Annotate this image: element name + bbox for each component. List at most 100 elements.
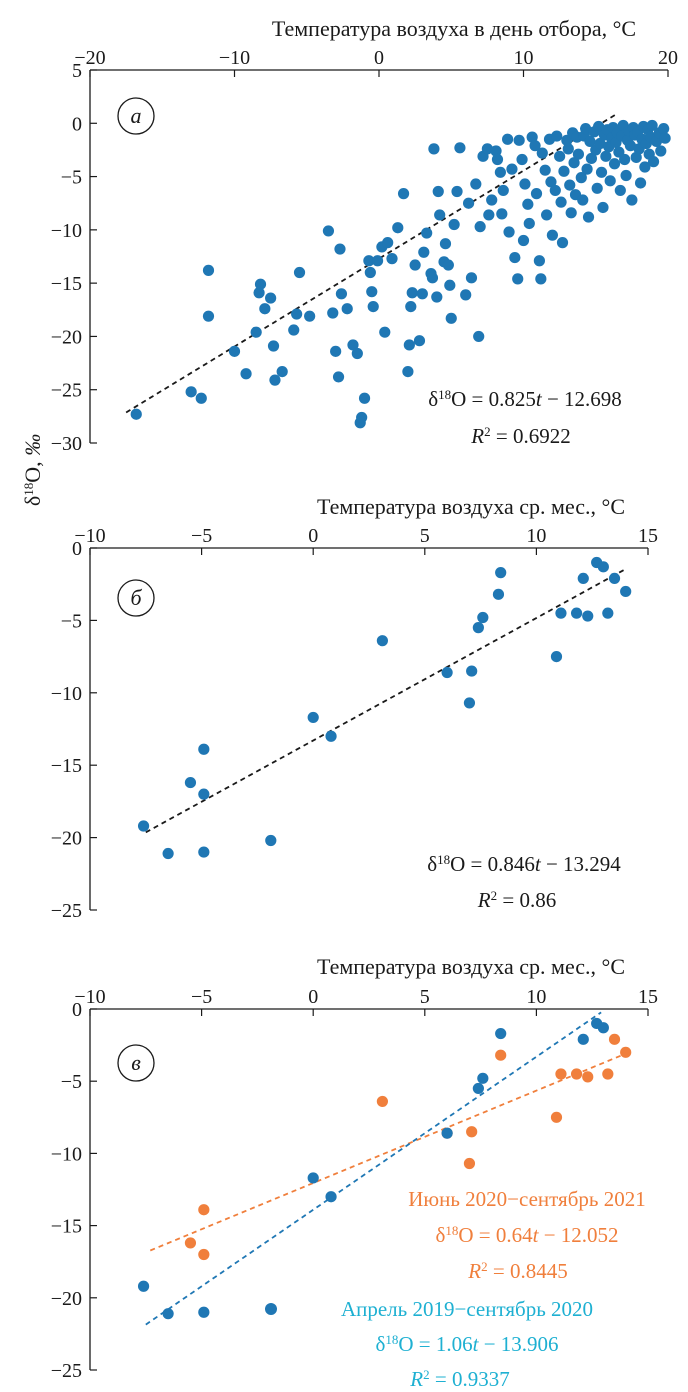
- data-point: [575, 172, 587, 184]
- data-point: [250, 326, 262, 338]
- data-point: [347, 339, 359, 351]
- data-point: [472, 622, 484, 634]
- data-point: [546, 229, 559, 241]
- data-point: [516, 153, 528, 166]
- data-point: [463, 697, 476, 709]
- data-point: [332, 371, 345, 383]
- data-point: [497, 184, 509, 197]
- data-point: [434, 209, 446, 221]
- data-point: [634, 177, 647, 189]
- panel-a-letter-badge: a: [117, 97, 155, 135]
- data-point: [585, 152, 598, 165]
- data-point: [267, 340, 280, 352]
- data-point: [570, 1068, 583, 1080]
- data-point: [492, 588, 505, 600]
- data-point: [582, 211, 595, 223]
- data-point: [269, 374, 281, 386]
- svg-text:б: б: [130, 585, 142, 610]
- x-tick-label: −10: [219, 47, 250, 69]
- data-point: [402, 365, 414, 378]
- fit-line: [125, 112, 618, 414]
- data-point: [577, 1033, 589, 1045]
- data-point: [506, 163, 518, 175]
- data-point: [570, 607, 583, 619]
- y-tick-label: −10: [51, 683, 82, 705]
- data-point: [512, 273, 524, 285]
- data-point: [608, 572, 621, 585]
- data-point: [630, 151, 642, 163]
- data-point: [541, 209, 553, 221]
- data-point: [481, 143, 493, 155]
- data-point: [526, 131, 538, 143]
- data-point: [460, 289, 472, 301]
- data-point: [565, 207, 577, 219]
- fit-line: [145, 1011, 602, 1326]
- data-point: [432, 185, 444, 198]
- data-point: [442, 259, 454, 271]
- data-point: [624, 140, 637, 152]
- data-point: [513, 134, 525, 146]
- data-point: [184, 1237, 197, 1249]
- panel-b-fit-lines: [145, 568, 627, 834]
- data-point: [597, 1022, 609, 1034]
- data-point: [304, 310, 316, 322]
- data-point: [441, 1127, 453, 1139]
- y-tick-label: −20: [51, 326, 82, 348]
- data-point: [659, 132, 671, 144]
- data-point: [523, 217, 535, 230]
- data-point: [198, 788, 210, 800]
- data-point: [602, 607, 614, 619]
- data-point: [195, 392, 207, 404]
- data-point: [445, 312, 457, 324]
- data-point: [600, 150, 612, 162]
- panel-a-r2: R2 = 0.6922: [470, 424, 570, 449]
- data-point: [265, 834, 277, 847]
- data-point: [577, 572, 589, 585]
- data-point: [550, 651, 563, 663]
- data-point: [658, 123, 670, 135]
- y-axis-label: δ18O, ‰: [20, 434, 45, 506]
- data-point: [202, 310, 215, 322]
- data-point: [406, 287, 418, 299]
- data-point: [198, 846, 210, 858]
- panel-c-series-2-r2: R2 = 0.9337: [409, 1367, 509, 1392]
- x-tick-label: 10: [526, 525, 546, 547]
- panel-c-series-1-name: Июнь 2020−сентябрь 2021: [408, 1187, 645, 1211]
- data-point: [568, 157, 580, 169]
- x-tick-label: 10: [514, 47, 534, 69]
- data-point: [545, 176, 557, 188]
- panel-a-points: [130, 119, 671, 429]
- data-point: [198, 1306, 210, 1318]
- data-point: [494, 166, 506, 178]
- data-point: [162, 847, 174, 860]
- panel-c-legend-marker: [265, 1303, 277, 1315]
- data-point: [462, 197, 475, 209]
- data-point: [386, 253, 398, 265]
- data-point: [416, 288, 428, 300]
- panel-c-series-2-name: Апрель 2019−сентябрь 2020: [341, 1297, 593, 1321]
- data-point: [392, 222, 404, 234]
- data-point: [555, 1068, 567, 1080]
- data-point: [477, 1072, 489, 1084]
- y-tick-label: −25: [51, 900, 82, 922]
- x-tick-label: 0: [374, 47, 384, 69]
- data-point: [130, 408, 142, 420]
- y-tick-label: 0: [72, 538, 82, 560]
- data-point: [577, 194, 589, 206]
- y-tick-label: −15: [51, 1216, 82, 1238]
- data-point: [555, 607, 567, 619]
- panel-c-series-2-equation: δ18O = 1.06t − 13.906: [375, 1332, 558, 1357]
- y-tick-label: −5: [61, 610, 82, 632]
- x-tick-label: −10: [74, 525, 105, 547]
- panel-a-x-axis-label: Температура воздуха в день отбора, °C: [272, 16, 636, 41]
- data-point: [185, 386, 197, 398]
- data-point: [341, 303, 353, 315]
- data-point: [454, 142, 466, 154]
- data-point: [503, 226, 515, 238]
- y-tick-label: −10: [51, 220, 82, 242]
- panel-c: Температура воздуха ср. мес., °C −10 −5 0 5…: [51, 954, 658, 1391]
- data-point: [650, 135, 663, 148]
- data-point: [366, 286, 378, 298]
- data-point: [620, 1046, 632, 1058]
